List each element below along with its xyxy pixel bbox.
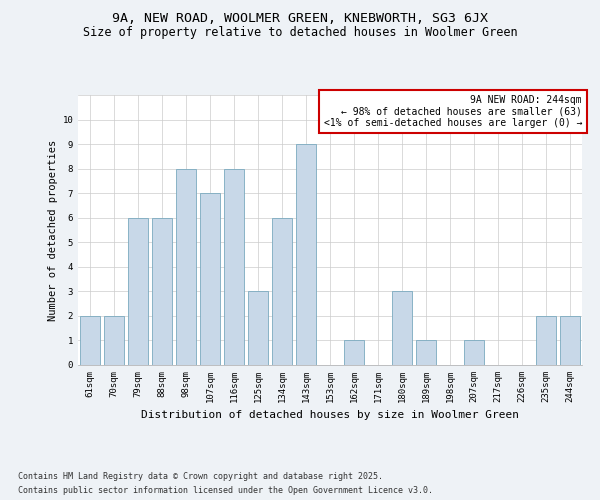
Bar xyxy=(104,316,124,365)
Bar xyxy=(464,340,484,365)
Y-axis label: Number of detached properties: Number of detached properties xyxy=(48,140,58,320)
Bar xyxy=(560,316,580,365)
Bar xyxy=(176,168,196,365)
Bar xyxy=(272,218,292,365)
Bar xyxy=(128,218,148,365)
Bar xyxy=(392,292,412,365)
Text: Contains HM Land Registry data © Crown copyright and database right 2025.: Contains HM Land Registry data © Crown c… xyxy=(18,472,383,481)
Bar xyxy=(200,193,220,365)
Bar xyxy=(536,316,556,365)
Text: Size of property relative to detached houses in Woolmer Green: Size of property relative to detached ho… xyxy=(83,26,517,39)
Bar xyxy=(416,340,436,365)
Bar xyxy=(344,340,364,365)
Bar xyxy=(152,218,172,365)
Text: 9A NEW ROAD: 244sqm
← 98% of detached houses are smaller (63)
<1% of semi-detach: 9A NEW ROAD: 244sqm ← 98% of detached ho… xyxy=(323,95,582,128)
Bar xyxy=(80,316,100,365)
Bar xyxy=(248,292,268,365)
Bar xyxy=(296,144,316,365)
Bar xyxy=(224,168,244,365)
X-axis label: Distribution of detached houses by size in Woolmer Green: Distribution of detached houses by size … xyxy=(141,410,519,420)
Text: Contains public sector information licensed under the Open Government Licence v3: Contains public sector information licen… xyxy=(18,486,433,495)
Text: 9A, NEW ROAD, WOOLMER GREEN, KNEBWORTH, SG3 6JX: 9A, NEW ROAD, WOOLMER GREEN, KNEBWORTH, … xyxy=(112,12,488,26)
